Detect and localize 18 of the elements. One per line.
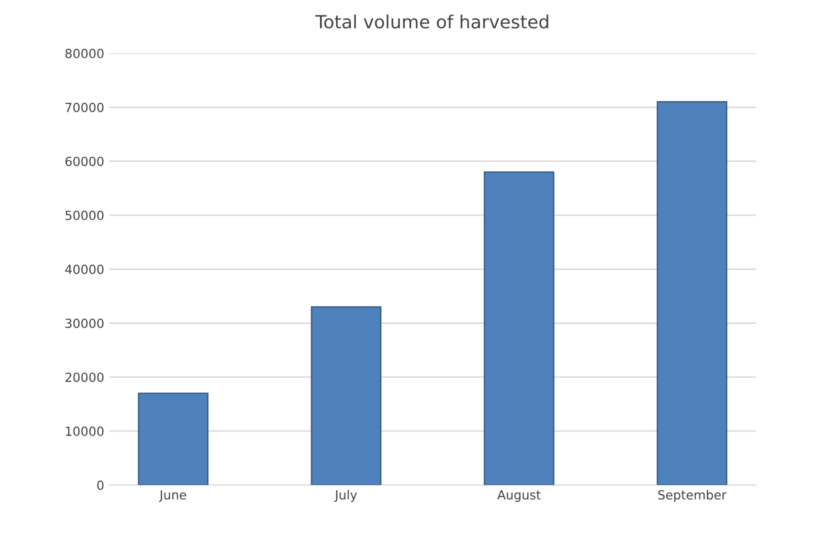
- y-tick-label: 80000: [65, 48, 104, 58]
- bar: [484, 171, 554, 486]
- y-tick-label: 40000: [65, 264, 104, 274]
- bar: [138, 392, 208, 486]
- y-tick-label: 60000: [65, 156, 104, 166]
- x-tick-label: July: [334, 490, 357, 502]
- y-tick-label: 70000: [66, 102, 104, 112]
- x-tick-label: September: [658, 490, 727, 502]
- bar: [656, 101, 728, 486]
- chart-title: Total volume of harvested: [315, 14, 548, 29]
- x-tick-label: June: [158, 490, 186, 502]
- y-tick-label: 30000: [66, 318, 104, 328]
- y-tick-label: 50000: [66, 210, 104, 220]
- y-tick-label: 10000: [66, 426, 104, 436]
- y-tick-label: 20000: [65, 372, 104, 382]
- bar: [310, 306, 382, 486]
- y-tick-label: 0: [97, 480, 104, 490]
- x-tick-label: August: [497, 490, 541, 502]
